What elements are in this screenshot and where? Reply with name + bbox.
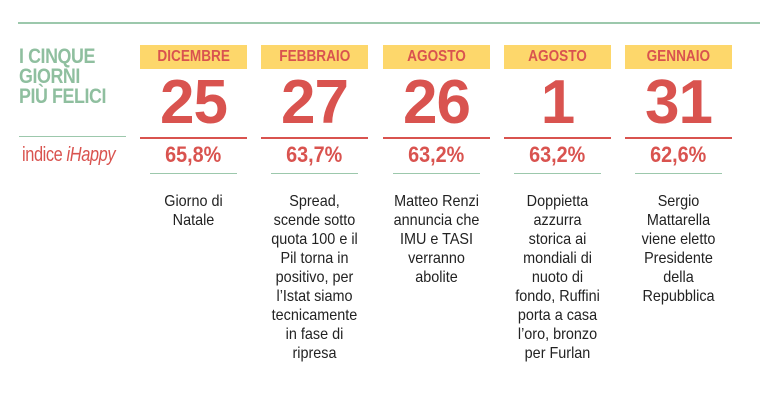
day-number: 1 xyxy=(540,68,575,137)
event-description-text: Sergio Mattarella viene eletto President… xyxy=(641,193,716,305)
index-value-text: 63,2% xyxy=(408,142,465,167)
green-divider xyxy=(271,173,358,174)
red-divider xyxy=(504,137,611,139)
index-value: 65,8% xyxy=(140,139,247,171)
title-line: I CINQUE xyxy=(19,45,95,68)
month-label: AGOSTO xyxy=(407,48,466,65)
top-divider xyxy=(18,22,760,24)
index-value-text: 63,7% xyxy=(286,142,343,167)
page-title: I CINQUE GIORNI PIÙ FELICI xyxy=(19,45,113,108)
green-divider xyxy=(635,173,722,174)
red-divider xyxy=(140,137,247,139)
month-badge: DICEMBRE xyxy=(140,45,247,69)
title-line: PIÙ FELICI xyxy=(19,85,106,108)
month-label: FEBBRAIO xyxy=(278,48,351,65)
month-label: AGOSTO xyxy=(528,48,587,65)
event-description-text: Matteo Renzi annuncia che IMU e TASI ver… xyxy=(393,193,480,286)
title-line: GIORNI xyxy=(19,65,80,88)
month-badge: GENNAIO xyxy=(625,45,732,69)
red-divider xyxy=(625,137,732,139)
index-label: indice iHappy xyxy=(22,144,116,167)
event-description: Giorno di Natale xyxy=(140,192,247,230)
index-value: 63,2% xyxy=(383,139,490,171)
day-column: FEBBRAIO 27 63,7% Spread, scende sotto q… xyxy=(261,45,368,363)
index-value: 63,2% xyxy=(504,139,611,171)
event-description: Spread, scende sotto quota 100 e il Pil … xyxy=(261,192,368,363)
month-badge: AGOSTO xyxy=(504,45,611,69)
day-column: AGOSTO 1 63,2% Doppietta azzurra storica… xyxy=(504,45,611,363)
event-description: Doppietta azzurra storica ai mondiali di… xyxy=(504,192,611,363)
red-divider xyxy=(383,137,490,139)
event-description: Sergio Mattarella viene eletto President… xyxy=(625,192,732,306)
day-number: 31 xyxy=(645,68,713,137)
green-divider xyxy=(514,173,601,174)
event-description-text: Spread, scende sotto quota 100 e il Pil … xyxy=(271,193,358,362)
day-column: GENNAIO 31 62,6% Sergio Mattarella viene… xyxy=(625,45,732,306)
day-number: 26 xyxy=(403,68,471,137)
month-label: DICEMBRE xyxy=(157,48,230,65)
green-divider xyxy=(150,173,237,174)
month-label: GENNAIO xyxy=(646,48,711,65)
day-number: 25 xyxy=(160,68,228,137)
event-description: Matteo Renzi annuncia che IMU e TASI ver… xyxy=(383,192,490,287)
month-badge: AGOSTO xyxy=(383,45,490,69)
day-number: 27 xyxy=(281,68,349,137)
month-badge: FEBBRAIO xyxy=(261,45,368,69)
index-value-text: 65,8% xyxy=(165,142,222,167)
index-value-text: 62,6% xyxy=(650,142,707,167)
index-brand: iHappy xyxy=(66,144,116,166)
day-column: AGOSTO 26 63,2% Matteo Renzi annuncia ch… xyxy=(383,45,490,287)
event-description-text: Giorno di Natale xyxy=(164,193,223,229)
index-value: 63,7% xyxy=(261,139,368,171)
index-value: 62,6% xyxy=(625,139,732,171)
event-description-text: Doppietta azzurra storica ai mondiali di… xyxy=(515,193,600,362)
red-divider xyxy=(261,137,368,139)
left-divider xyxy=(19,136,126,137)
index-prefix: indice xyxy=(22,144,67,166)
green-divider xyxy=(393,173,480,174)
index-value-text: 63,2% xyxy=(529,142,586,167)
day-column: DICEMBRE 25 65,8% Giorno di Natale xyxy=(140,45,247,230)
